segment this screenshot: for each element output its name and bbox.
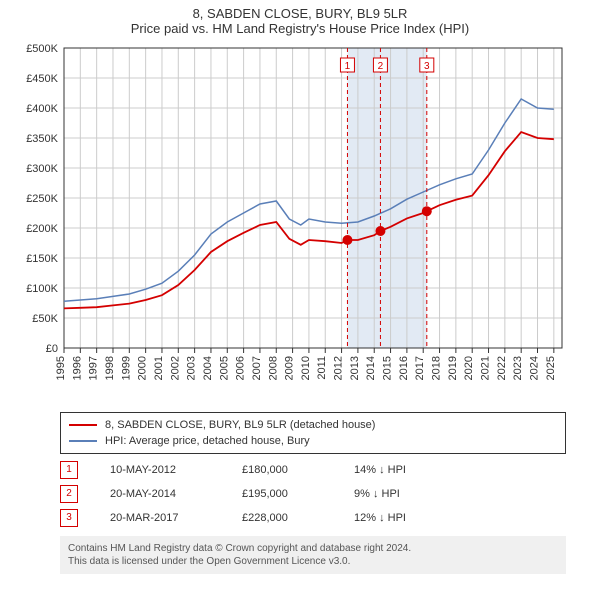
svg-text:£250K: £250K bbox=[26, 193, 58, 205]
marker-price-3: £228,000 bbox=[242, 512, 322, 524]
title-address: 8, SABDEN CLOSE, BURY, BL9 5LR bbox=[0, 6, 600, 21]
svg-text:2023: 2023 bbox=[512, 356, 524, 380]
markers-table: 1 10-MAY-2012 £180,000 14% ↓ HPI 2 20-MA… bbox=[60, 458, 566, 530]
svg-text:2000: 2000 bbox=[137, 356, 149, 380]
marker-diff-3: 12% ↓ HPI bbox=[354, 512, 454, 524]
title-subtitle: Price paid vs. HM Land Registry's House … bbox=[0, 21, 600, 36]
marker-date-2: 20-MAY-2014 bbox=[110, 488, 210, 500]
svg-text:2005: 2005 bbox=[218, 356, 230, 380]
marker-num-2: 2 bbox=[60, 485, 78, 503]
svg-text:2012: 2012 bbox=[333, 356, 345, 380]
svg-text:2016: 2016 bbox=[398, 356, 410, 380]
svg-text:2019: 2019 bbox=[447, 356, 459, 380]
svg-text:£0: £0 bbox=[46, 343, 58, 355]
legend-swatch-2 bbox=[69, 440, 97, 442]
marker-price-2: £195,000 bbox=[242, 488, 322, 500]
svg-text:2021: 2021 bbox=[480, 356, 492, 380]
svg-text:£450K: £450K bbox=[26, 73, 58, 85]
svg-text:1998: 1998 bbox=[104, 356, 116, 380]
svg-text:1997: 1997 bbox=[88, 356, 100, 380]
svg-text:2006: 2006 bbox=[235, 356, 247, 380]
marker-diff-1: 14% ↓ HPI bbox=[354, 464, 454, 476]
chart-area: £0 £50K £100K £150K £200K £250K £300K £350K £400… bbox=[10, 38, 590, 408]
svg-text:2007: 2007 bbox=[251, 356, 263, 380]
svg-text:2: 2 bbox=[378, 61, 384, 72]
svg-text:2025: 2025 bbox=[545, 356, 557, 380]
marker-num-3: 3 bbox=[60, 509, 78, 527]
svg-text:2002: 2002 bbox=[169, 356, 181, 380]
legend-label-1: 8, SABDEN CLOSE, BURY, BL9 5LR (detached… bbox=[105, 419, 375, 431]
marker-date-3: 20-MAR-2017 bbox=[110, 512, 210, 524]
svg-text:£200K: £200K bbox=[26, 223, 58, 235]
svg-text:1: 1 bbox=[345, 61, 351, 72]
marker-row-1: 1 10-MAY-2012 £180,000 14% ↓ HPI bbox=[60, 458, 566, 482]
svg-text:2022: 2022 bbox=[496, 356, 508, 380]
svg-text:2024: 2024 bbox=[529, 356, 541, 380]
svg-text:2020: 2020 bbox=[463, 356, 475, 380]
svg-text:2014: 2014 bbox=[365, 356, 377, 380]
legend-swatch-1 bbox=[69, 424, 97, 426]
marker-price-1: £180,000 bbox=[242, 464, 322, 476]
svg-text:2004: 2004 bbox=[202, 356, 214, 380]
svg-text:£350K: £350K bbox=[26, 133, 58, 145]
svg-text:2001: 2001 bbox=[153, 356, 165, 380]
chart-title-block: 8, SABDEN CLOSE, BURY, BL9 5LR Price pai… bbox=[0, 0, 600, 38]
svg-text:2015: 2015 bbox=[382, 356, 394, 380]
chart-svg: £0 £50K £100K £150K £200K £250K £300K £350K £400… bbox=[10, 38, 590, 408]
svg-text:£50K: £50K bbox=[32, 313, 58, 325]
svg-text:2009: 2009 bbox=[284, 356, 296, 380]
marker-row-3: 3 20-MAR-2017 £228,000 12% ↓ HPI bbox=[60, 506, 566, 530]
svg-text:1996: 1996 bbox=[71, 356, 83, 380]
legend-row-1: 8, SABDEN CLOSE, BURY, BL9 5LR (detached… bbox=[69, 417, 557, 433]
svg-text:2003: 2003 bbox=[186, 356, 198, 380]
svg-text:2013: 2013 bbox=[349, 356, 361, 380]
svg-text:£400K: £400K bbox=[26, 103, 58, 115]
svg-text:2018: 2018 bbox=[431, 356, 443, 380]
footer-attribution: Contains HM Land Registry data © Crown c… bbox=[60, 536, 566, 574]
marker-date-1: 10-MAY-2012 bbox=[110, 464, 210, 476]
svg-text:1995: 1995 bbox=[55, 356, 67, 380]
svg-text:3: 3 bbox=[424, 61, 430, 72]
legend-row-2: HPI: Average price, detached house, Bury bbox=[69, 433, 557, 449]
footer-line-2: This data is licensed under the Open Gov… bbox=[68, 555, 558, 568]
marker-row-2: 2 20-MAY-2014 £195,000 9% ↓ HPI bbox=[60, 482, 566, 506]
legend-label-2: HPI: Average price, detached house, Bury bbox=[105, 435, 310, 447]
svg-text:£100K: £100K bbox=[26, 283, 58, 295]
legend-box: 8, SABDEN CLOSE, BURY, BL9 5LR (detached… bbox=[60, 412, 566, 454]
svg-text:2008: 2008 bbox=[267, 356, 279, 380]
svg-text:£300K: £300K bbox=[26, 163, 58, 175]
svg-text:2017: 2017 bbox=[414, 356, 426, 380]
svg-text:2010: 2010 bbox=[300, 356, 312, 380]
svg-text:£500K: £500K bbox=[26, 43, 58, 55]
svg-text:2011: 2011 bbox=[316, 356, 328, 380]
svg-text:1999: 1999 bbox=[120, 356, 132, 380]
marker-diff-2: 9% ↓ HPI bbox=[354, 488, 454, 500]
marker-num-1: 1 bbox=[60, 461, 78, 479]
footer-line-1: Contains HM Land Registry data © Crown c… bbox=[68, 542, 558, 555]
svg-text:£150K: £150K bbox=[26, 253, 58, 265]
